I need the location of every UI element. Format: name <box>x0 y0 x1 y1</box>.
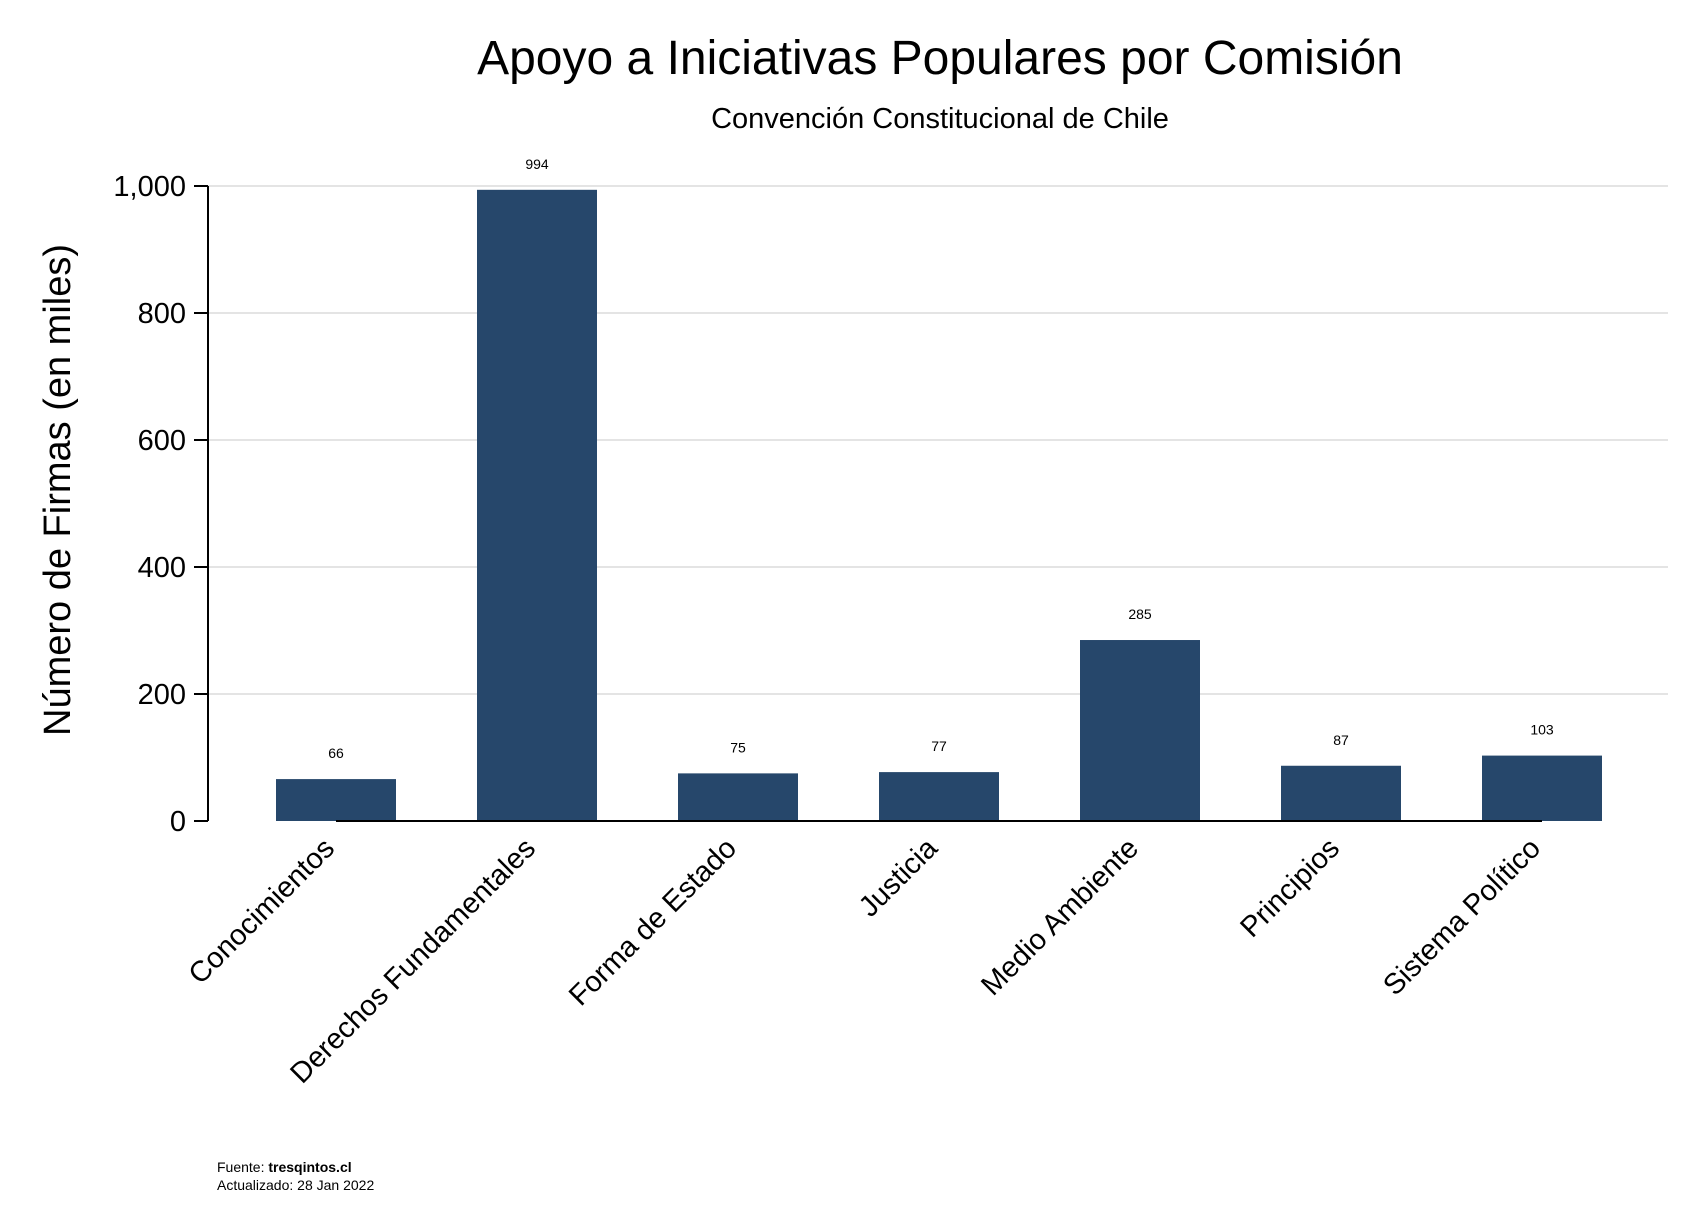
source-name: tresqintos.cl <box>268 1159 351 1175</box>
bar <box>678 773 798 821</box>
x-tick-label: Justicia <box>853 832 945 924</box>
data-label: 285 <box>1128 606 1152 622</box>
gridlines <box>208 185 1668 695</box>
source-prefix: Fuente: <box>217 1159 268 1175</box>
y-axis-ticks: 0 200 400 600 800 1,000 <box>113 171 208 838</box>
bar <box>477 189 597 821</box>
bar <box>1482 755 1602 821</box>
x-tick-label: Medio Ambiente <box>975 832 1145 1002</box>
data-label: 75 <box>730 739 746 755</box>
y-tick-label: 0 <box>170 806 186 838</box>
y-axis-label: Número de Firmas (en miles) <box>37 244 79 736</box>
data-label: 87 <box>1333 732 1349 748</box>
chart-title: Apoyo a Iniciativas Populares por Comisi… <box>477 32 1403 85</box>
y-tick-label: 200 <box>138 679 186 711</box>
data-label: 77 <box>931 738 947 754</box>
data-label: 103 <box>1530 722 1554 738</box>
x-tick-label: Conocimientos <box>183 832 341 990</box>
data-labels: 66 994 75 77 285 87 103 <box>328 156 1554 761</box>
bar <box>879 772 999 821</box>
x-tick-label: Principios <box>1234 832 1346 944</box>
x-tick-label: Sistema Político <box>1377 832 1547 1002</box>
bar <box>276 779 396 821</box>
y-tick-label: 400 <box>138 552 186 584</box>
x-tick-label: Forma de Estado <box>563 832 743 1012</box>
data-label: 994 <box>525 156 549 172</box>
y-tick-label: 600 <box>138 425 186 457</box>
bars <box>276 189 1602 821</box>
data-label: 66 <box>328 745 344 761</box>
chart-subtitle: Convención Constitucional de Chile <box>711 103 1169 135</box>
source-note: Fuente: tresqintos.cl <box>217 1159 352 1175</box>
bar <box>1080 640 1200 821</box>
y-tick-label: 1,000 <box>113 171 186 203</box>
updated-note: Actualizado: 28 Jan 2022 <box>217 1177 374 1193</box>
y-tick-label: 800 <box>138 298 186 330</box>
bar <box>1281 765 1401 821</box>
